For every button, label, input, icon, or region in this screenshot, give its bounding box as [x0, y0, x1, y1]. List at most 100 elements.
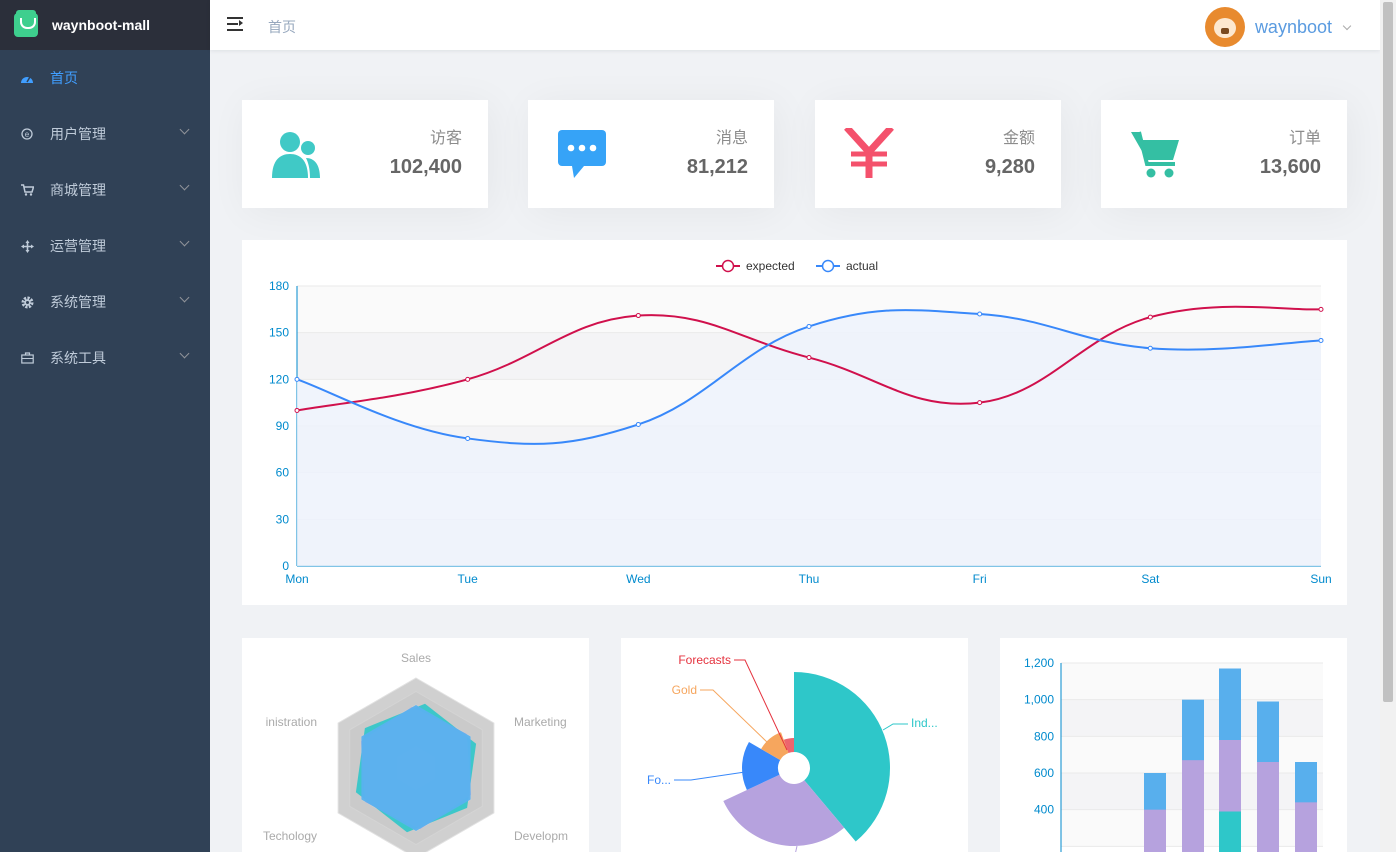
- brand[interactable]: waynboot-mall: [0, 0, 210, 50]
- data-point-actual[interactable]: [635, 421, 641, 427]
- line-chart-panel: 0 30 60 90 120 150 180 Mon Tue Wed Thu Fri Sat Sun exp…: [242, 240, 1347, 605]
- y-tick-label: 800: [1034, 729, 1054, 743]
- data-point-expected[interactable]: [1147, 314, 1153, 320]
- chevron-down-icon: [179, 292, 190, 303]
- brand-title: waynboot-mall: [52, 17, 151, 33]
- pie-label: Fo...: [647, 773, 671, 787]
- pie-label-line: [795, 845, 798, 852]
- bar-segment[interactable]: [1295, 802, 1317, 852]
- data-point-actual[interactable]: [465, 435, 471, 441]
- pie-label: Ind...: [911, 716, 938, 730]
- move-icon: [20, 239, 34, 253]
- data-point-expected[interactable]: [294, 407, 300, 413]
- cart-icon: [20, 183, 34, 197]
- gear-icon: [20, 295, 34, 309]
- bar-chart-panel: 400 600 800 1,000 1,200: [1000, 638, 1347, 852]
- data-point-actual[interactable]: [294, 376, 300, 382]
- avatar[interactable]: [1204, 7, 1245, 47]
- hamburger-menu-icon[interactable]: [227, 16, 244, 32]
- x-tick-label: Mon: [285, 572, 308, 586]
- pie-label: Gold: [672, 683, 697, 697]
- data-point-expected[interactable]: [635, 313, 641, 319]
- bar-segment[interactable]: [1182, 760, 1204, 852]
- y-tick-label: 30: [276, 512, 290, 526]
- chevron-down-icon[interactable]: [1342, 21, 1352, 30]
- y-tick-label: 600: [1034, 766, 1054, 780]
- bar-segment[interactable]: [1257, 762, 1279, 852]
- radar-area-series-3[interactable]: [361, 705, 471, 831]
- pie-label-line: [674, 771, 746, 781]
- y-tick-label: 60: [276, 466, 290, 480]
- y-tick-label: 90: [276, 419, 290, 433]
- line-chart[interactable]: 0 30 60 90 120 150 180 Mon Tue Wed Thu Fri Sat Sun exp…: [242, 240, 1347, 605]
- y-tick-label: 180: [269, 279, 289, 293]
- x-tick-label: Fri: [973, 572, 987, 586]
- legend-marker-actual[interactable]: [821, 259, 835, 273]
- sidebar-item-label: 用户管理: [50, 126, 106, 142]
- legend-marker-expected[interactable]: [721, 259, 735, 273]
- data-point-actual[interactable]: [1147, 345, 1153, 351]
- data-point-actual[interactable]: [977, 311, 983, 317]
- shopping-bag-logo-icon: [14, 10, 38, 37]
- sidebar-item-label: 运营管理: [50, 238, 106, 254]
- sidebar-item-mall[interactable]: 商城管理: [0, 162, 210, 218]
- sidebar-item-system[interactable]: 系统管理: [0, 274, 210, 330]
- radar-indicator-label: Techology: [263, 829, 317, 843]
- pie-slice-industries[interactable]: [794, 672, 890, 842]
- data-point-expected[interactable]: [1318, 306, 1324, 312]
- data-point-expected[interactable]: [465, 376, 471, 382]
- pie-chart-panel: Forecasts Gold Fo... Ind...: [621, 638, 968, 852]
- card-label: 访客: [429, 130, 462, 147]
- sidebar-item-operations[interactable]: 运营管理: [0, 218, 210, 274]
- card-value: 102,400: [389, 156, 462, 178]
- sidebar: waynboot-mall 首页 e 用户管理 商城管理 运: [0, 0, 210, 852]
- radar-indicator-label: Marketing: [514, 715, 567, 729]
- legend-label[interactable]: actual: [846, 259, 878, 273]
- radar-indicator-label: Developm: [514, 829, 568, 843]
- sidebar-item-home[interactable]: 首页: [0, 50, 210, 106]
- data-point-expected[interactable]: [977, 400, 983, 406]
- scrollbar-thumb[interactable]: [1383, 2, 1393, 702]
- x-tick-label: Wed: [626, 572, 650, 586]
- pie-slice-forex[interactable]: [742, 742, 781, 790]
- message-icon: [558, 130, 606, 178]
- svg-text:e: e: [25, 130, 30, 139]
- legend-label[interactable]: expected: [746, 259, 795, 273]
- stat-card-orders[interactable]: 订单 13,600: [1101, 100, 1347, 208]
- data-point-actual[interactable]: [1318, 337, 1324, 343]
- pie-chart[interactable]: Forecasts Gold Fo... Ind...: [621, 638, 968, 852]
- stat-card-visitors[interactable]: 访客 102,400: [242, 100, 488, 208]
- data-point-actual[interactable]: [806, 323, 812, 329]
- pie-slice-forecasts[interactable]: [783, 738, 794, 753]
- bar-segment[interactable]: [1144, 809, 1166, 852]
- username[interactable]: waynboot: [1254, 16, 1332, 37]
- user-dropdown[interactable]: waynboot: [1204, 7, 1352, 47]
- sidebar-item-tools[interactable]: 系统工具: [0, 330, 210, 386]
- people-icon: [272, 132, 320, 178]
- stat-card-messages[interactable]: 消息 81,212: [528, 100, 774, 208]
- sidebar-item-label: 首页: [50, 70, 78, 86]
- breadcrumb[interactable]: 首页: [268, 19, 296, 35]
- bar-segment[interactable]: [1219, 811, 1241, 852]
- radar-chart-panel: Sales Marketing Developm Techology inistrati…: [242, 638, 589, 852]
- sidebar-item-label: 商城管理: [50, 182, 106, 198]
- card-value: 13,600: [1259, 156, 1321, 178]
- money-icon: [844, 128, 894, 178]
- series-area-actual: [297, 310, 1321, 566]
- y-tick-label: 400: [1034, 803, 1054, 817]
- chevron-down-icon: [179, 124, 190, 135]
- sidebar-item-users[interactable]: e 用户管理: [0, 106, 210, 162]
- radar-indicator-label: inistration: [266, 715, 317, 729]
- radar-indicator-label: Sales: [401, 651, 431, 665]
- stat-card-amount[interactable]: 金额 9,280: [815, 100, 1061, 208]
- grid-band: [1061, 663, 1323, 700]
- y-tick-label: 0: [282, 559, 289, 573]
- bar-chart[interactable]: 400 600 800 1,000 1,200: [1000, 638, 1347, 852]
- page-scrollbar[interactable]: [1380, 0, 1396, 852]
- radar-chart[interactable]: Sales Marketing Developm Techology inistrati…: [242, 638, 589, 852]
- card-label: 订单: [1288, 130, 1321, 147]
- navbar: 首页 waynboot: [210, 0, 1380, 50]
- data-point-expected[interactable]: [806, 355, 812, 361]
- chevron-down-icon: [179, 348, 190, 359]
- pie-slice-search[interactable]: [723, 774, 845, 846]
